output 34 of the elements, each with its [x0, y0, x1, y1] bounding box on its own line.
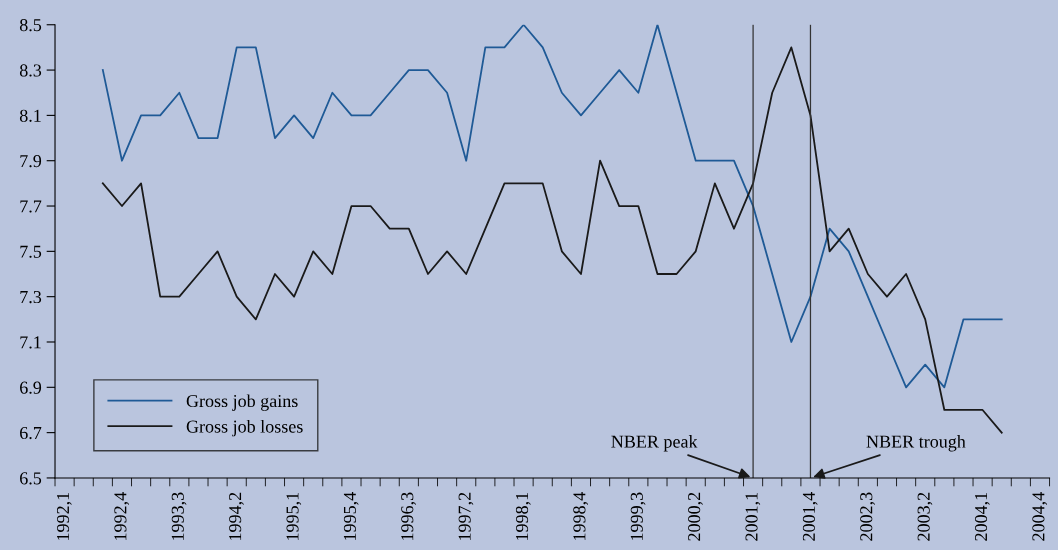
ref-line-label: NBER peak	[611, 435, 698, 452]
y-tick-label: 7.1	[20, 336, 41, 349]
x-tick-label: 1998,1	[515, 492, 531, 540]
x-tick-label: 1999,3	[630, 492, 646, 540]
x-tick-label: 1993,3	[171, 492, 187, 540]
line-series	[101, 24, 1003, 389]
x-tick-label: 1998,4	[573, 492, 589, 540]
x-tick-label: 2001,4	[802, 492, 818, 541]
legend-label: Gross job losses	[186, 419, 303, 437]
y-tick-label: 7.5	[20, 245, 42, 258]
y-tick-label: 6.7	[20, 426, 42, 440]
y-tick-label: 6.9	[20, 381, 42, 394]
y-tick-label: 8.1	[19, 109, 41, 122]
y-tick-label: 8.5	[19, 19, 42, 32]
y-tick-label: 7.7	[20, 200, 42, 213]
x-tick-label: 1994,2	[229, 492, 244, 540]
y-tick-label: 8.3	[19, 64, 42, 77]
x-tick-label: 2004,4	[1032, 492, 1048, 541]
y-tick-label: 6.5	[20, 472, 42, 485]
x-tick-label: 1996,3	[401, 492, 416, 540]
y-tick-label: 7.3	[20, 290, 42, 304]
legend-label: Gross job gains	[186, 394, 298, 411]
x-tick-label: 2001,1	[745, 492, 761, 541]
x-tick-label: 2002,3	[860, 492, 875, 541]
x-tick-label: 1992,1	[56, 492, 72, 540]
x-tick-label: 1992,4	[114, 492, 130, 540]
x-tick-label: 2004,1	[974, 492, 990, 541]
x-tick-label: 1995,1	[286, 492, 302, 540]
x-tick-label: 1997,2	[458, 492, 474, 540]
x-tick-label: 2003,2	[917, 492, 933, 541]
x-tick-label: 2000,2	[688, 492, 703, 541]
x-tick-label: 1995,4	[343, 492, 359, 540]
ref-line-label: NBER trough	[866, 435, 966, 452]
y-tick-label: 7.9	[20, 155, 42, 168]
